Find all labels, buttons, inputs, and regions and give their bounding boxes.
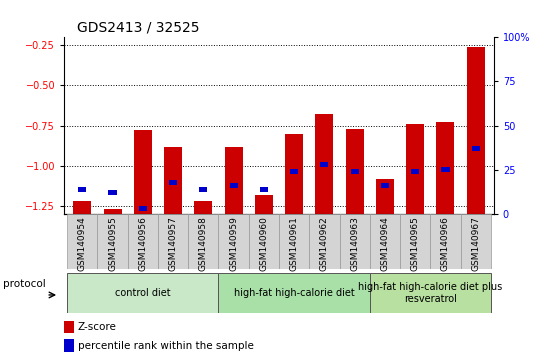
Text: high-fat high-calorie diet plus
resveratrol: high-fat high-calorie diet plus resverat… [358, 282, 502, 304]
Bar [411, 169, 419, 174]
Bar [339, 214, 370, 269]
Bar [224, 147, 243, 214]
Text: GSM140963: GSM140963 [350, 216, 359, 271]
Text: percentile rank within the sample: percentile rank within the sample [78, 341, 254, 351]
Bar [98, 214, 128, 269]
Bar [67, 214, 98, 269]
Text: Z-score: Z-score [78, 322, 117, 332]
Text: control diet: control diet [115, 288, 171, 298]
Bar [255, 195, 273, 214]
Text: GSM140965: GSM140965 [411, 216, 420, 271]
Bar [345, 129, 364, 214]
Bar [219, 214, 249, 269]
Bar [381, 183, 389, 188]
Bar [64, 321, 74, 333]
Text: GSM140958: GSM140958 [199, 216, 208, 271]
Text: GSM140959: GSM140959 [229, 216, 238, 271]
Text: protocol: protocol [3, 279, 46, 290]
Bar [370, 214, 400, 269]
Bar [73, 201, 92, 214]
Bar [285, 134, 303, 214]
Bar [108, 190, 117, 195]
Bar [128, 214, 158, 269]
Bar [219, 273, 370, 313]
Bar [78, 187, 86, 192]
Bar [64, 339, 74, 352]
Bar [466, 47, 485, 214]
Bar [134, 131, 152, 214]
Bar [460, 214, 491, 269]
Bar [164, 147, 182, 214]
Bar [320, 162, 329, 167]
Text: GSM140962: GSM140962 [320, 216, 329, 270]
Text: GSM140957: GSM140957 [169, 216, 177, 271]
Bar [472, 146, 480, 151]
Bar [169, 180, 177, 185]
Bar [67, 273, 219, 313]
Bar [430, 214, 460, 269]
Bar [279, 214, 309, 269]
Bar [139, 206, 147, 211]
Bar [103, 209, 122, 214]
Bar [441, 167, 450, 172]
Bar [199, 187, 208, 192]
Bar [406, 124, 424, 214]
Bar [436, 122, 455, 214]
Bar [350, 169, 359, 174]
Bar [315, 114, 334, 214]
Text: GDS2413 / 32525: GDS2413 / 32525 [77, 20, 200, 34]
Bar [376, 179, 394, 214]
Text: GSM140960: GSM140960 [259, 216, 268, 271]
Bar [158, 214, 188, 269]
Bar [290, 169, 298, 174]
Bar [229, 183, 238, 188]
Text: GSM140964: GSM140964 [381, 216, 389, 270]
Text: GSM140954: GSM140954 [78, 216, 87, 270]
Bar [370, 273, 491, 313]
Bar [249, 214, 279, 269]
Bar [194, 201, 213, 214]
Text: GSM140966: GSM140966 [441, 216, 450, 271]
Text: GSM140961: GSM140961 [290, 216, 299, 271]
Text: GSM140956: GSM140956 [138, 216, 147, 271]
Text: GSM140967: GSM140967 [471, 216, 480, 271]
Bar [309, 214, 339, 269]
Bar [260, 187, 268, 192]
Text: high-fat high-calorie diet: high-fat high-calorie diet [234, 288, 354, 298]
Bar [400, 214, 430, 269]
Text: GSM140955: GSM140955 [108, 216, 117, 271]
Bar [188, 214, 219, 269]
